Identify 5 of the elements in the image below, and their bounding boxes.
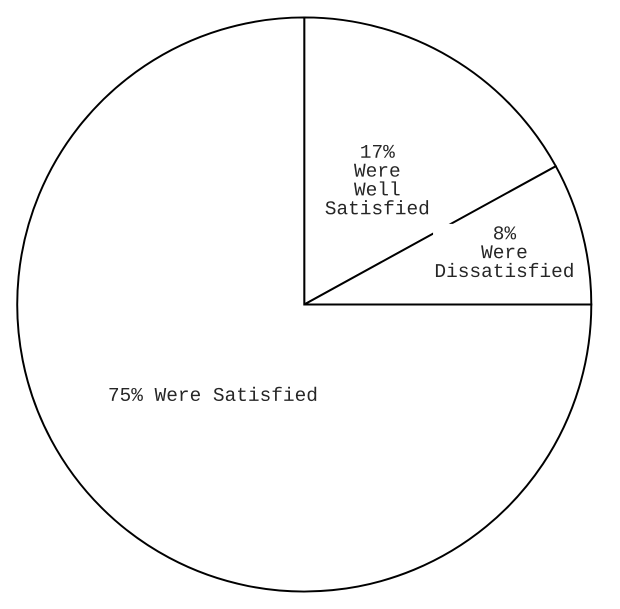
slice-label: Were Dissatisfied [436,245,573,278]
data-label: 17% [361,144,395,158]
data-label: 8% [494,226,516,240]
slice-label: 75% Were Satisfied [109,386,316,402]
slice-label: Were Well Satisfied [326,164,428,214]
